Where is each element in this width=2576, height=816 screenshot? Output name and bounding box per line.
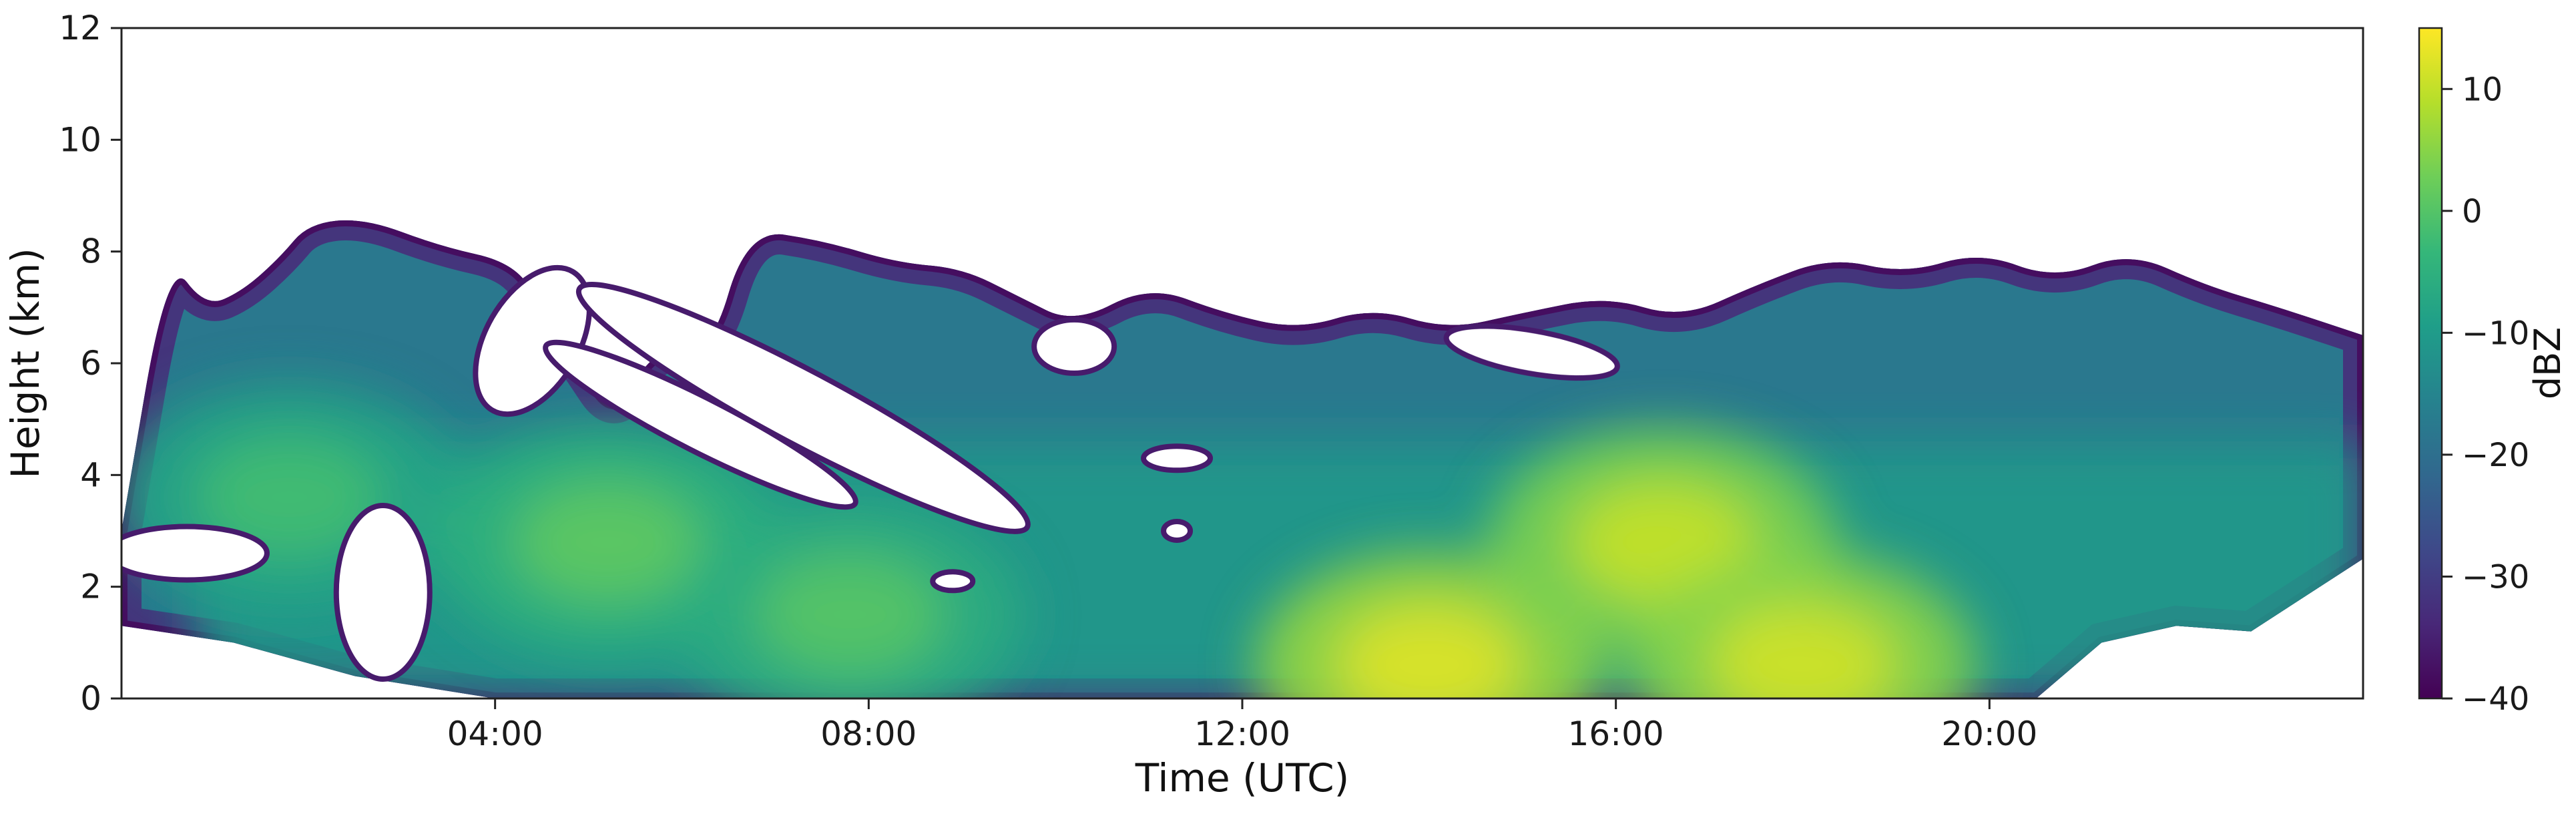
clear-air-gaps [121, 264, 1620, 682]
y-tick-label: 12 [59, 9, 101, 47]
y-axis-ticks: 0 2 4 6 8 10 12 [59, 9, 121, 718]
y-tick-label: 4 [80, 455, 101, 494]
clear-air-gap [930, 569, 976, 594]
colorbar-tick-label: −20 [2462, 437, 2529, 474]
colorbar-tick-label: −40 [2462, 680, 2529, 718]
reflectivity-core-center [1709, 604, 1896, 698]
clear-air-gap [333, 503, 433, 682]
colorbar-ticks: −40 −30 −20 −10 0 10 [2442, 71, 2529, 718]
colorbar-tick-label: 10 [2462, 71, 2503, 108]
colorbar-tick-label: −10 [2462, 315, 2529, 352]
colorbar-bar [2418, 27, 2443, 700]
x-axis-label: Time (UTC) [1135, 755, 1350, 801]
y-tick-label: 2 [80, 568, 101, 606]
x-axis-ticks: 04:00 08:00 12:00 16:00 20:00 [447, 698, 2037, 753]
y-tick-label: 6 [80, 344, 101, 383]
clear-air-gap [1141, 443, 1214, 473]
y-tick-label: 0 [80, 679, 101, 718]
reflectivity-core-center [196, 437, 383, 558]
y-axis-label: Height (km) [3, 248, 48, 479]
colorbar-tick-label: −30 [2462, 558, 2529, 596]
colorbar-tick-label: 0 [2462, 193, 2483, 230]
y-tick-label: 8 [80, 232, 101, 271]
clear-air-gap [121, 524, 270, 583]
x-tick-label: 04:00 [447, 715, 543, 753]
reflectivity-core-center [756, 554, 944, 675]
clear-air-gap [1443, 323, 1620, 381]
x-tick-label: 12:00 [1194, 715, 1290, 753]
clear-air-gap [1031, 317, 1117, 376]
x-tick-label: 20:00 [1941, 715, 2037, 753]
x-tick-label: 16:00 [1568, 715, 1664, 753]
colorbar-label: dBZ [2527, 327, 2569, 399]
reflectivity-core-center [1335, 604, 1523, 698]
colorbar: −40 −30 −20 −10 0 10 dBZ [2418, 27, 2569, 718]
clear-air-gap [1161, 519, 1194, 543]
y-tick-label: 10 [59, 120, 101, 159]
x-tick-label: 08:00 [820, 715, 917, 753]
clear-air-gap [575, 282, 1031, 534]
reflectivity-core-center [513, 481, 701, 602]
